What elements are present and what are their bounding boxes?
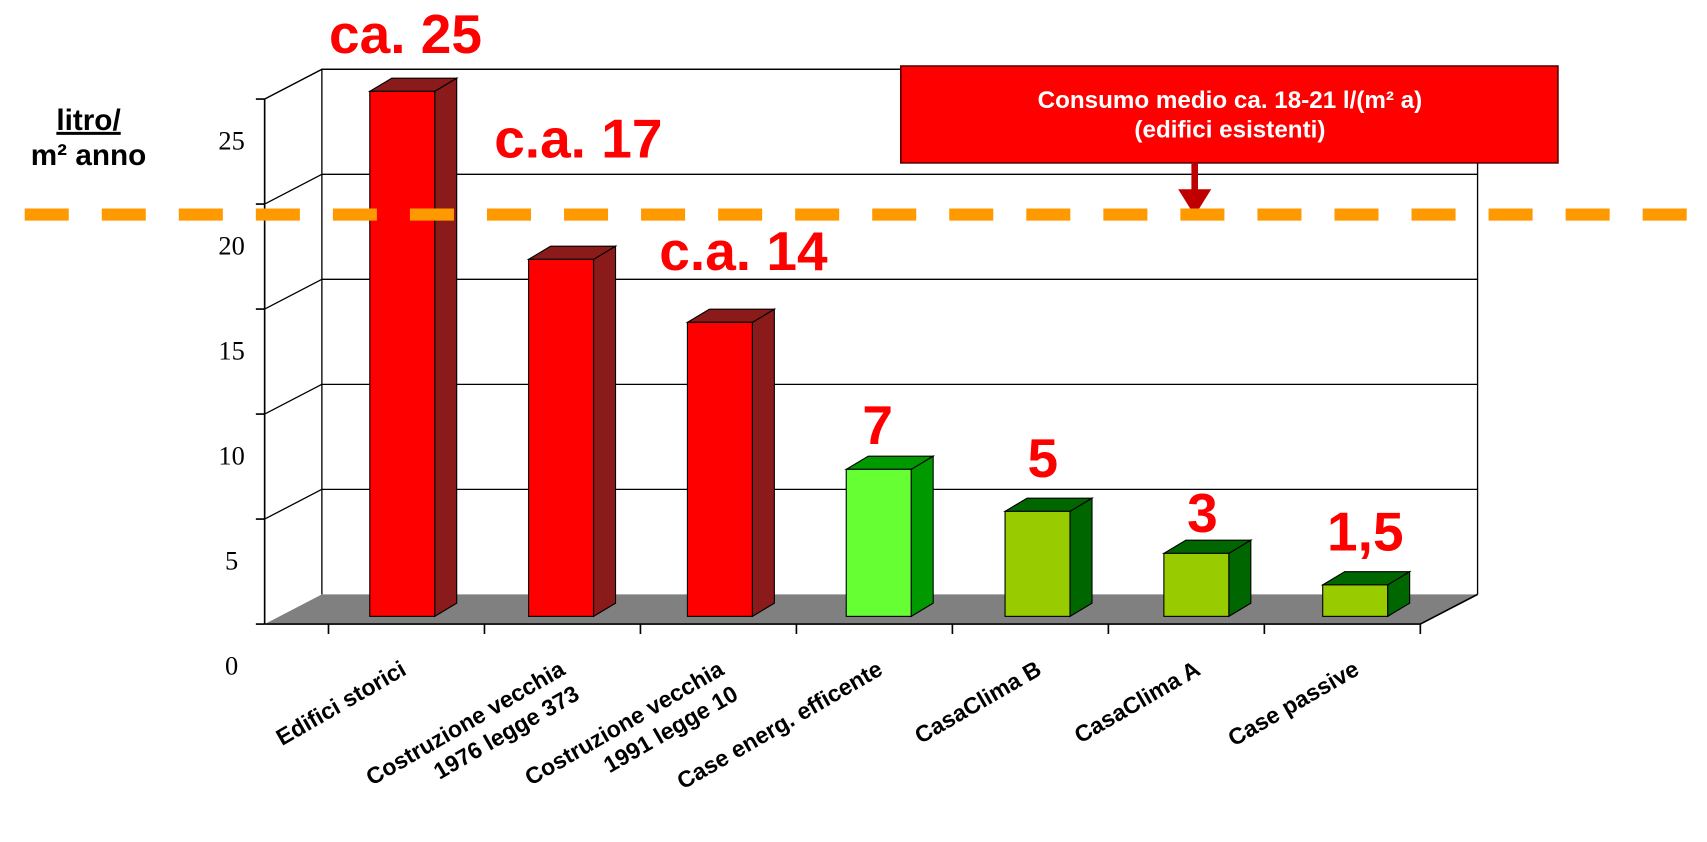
x-axis-edge xyxy=(1419,593,1478,625)
value-label: c.a. 17 xyxy=(494,108,662,170)
y-tick-label: 5 xyxy=(225,546,238,576)
bar-3d xyxy=(367,77,459,618)
value-label: 7 xyxy=(862,394,893,456)
bar-3d xyxy=(526,245,618,618)
x-tick-label: CasaClima A xyxy=(1070,655,1205,748)
y-tick-label: 0 xyxy=(225,651,238,681)
grid-line xyxy=(264,488,323,520)
y-tick-label: 15 xyxy=(218,336,244,366)
bar-side xyxy=(592,245,617,618)
bar xyxy=(845,468,912,617)
grid-line xyxy=(264,173,323,205)
y-axis-label: litro/m² anno xyxy=(31,104,147,172)
annotation-arrowhead xyxy=(1178,189,1212,216)
value-label: ca. 25 xyxy=(329,3,482,65)
grid-line xyxy=(264,68,323,100)
bar xyxy=(1163,552,1230,617)
bar xyxy=(1322,584,1389,617)
bar-side xyxy=(910,455,934,618)
bar-side xyxy=(434,77,458,618)
bar-side xyxy=(1069,497,1093,618)
bar-3d xyxy=(1161,539,1253,618)
grid-line xyxy=(264,383,323,415)
y-tick-label: 20 xyxy=(218,231,244,261)
value-label: c.a. 14 xyxy=(659,220,828,282)
annotation-box xyxy=(900,65,1559,164)
bar xyxy=(528,258,595,617)
grid-line xyxy=(264,278,323,310)
y-tick-label: 10 xyxy=(218,441,244,471)
value-label: 3 xyxy=(1187,482,1218,544)
bar xyxy=(686,321,753,617)
x-tick-label: CasaClima B xyxy=(910,655,1045,748)
bar xyxy=(369,90,436,617)
value-label: 5 xyxy=(1028,427,1059,489)
y-tick-label: 25 xyxy=(218,126,244,156)
bar-3d xyxy=(844,455,936,618)
x-tick-label: Case passive xyxy=(1223,655,1363,751)
value-label: 1,5 xyxy=(1327,501,1403,563)
bar xyxy=(1004,510,1071,617)
annotation: Consumo medio ca. 18-21 l/(m² a) (edifici… xyxy=(1038,87,1423,144)
x-tick-label: Edifici storici xyxy=(272,655,411,750)
bar-side xyxy=(751,308,775,618)
bar-3d xyxy=(1003,497,1094,618)
bar-3d xyxy=(685,308,777,618)
bar-3d xyxy=(1320,570,1412,618)
